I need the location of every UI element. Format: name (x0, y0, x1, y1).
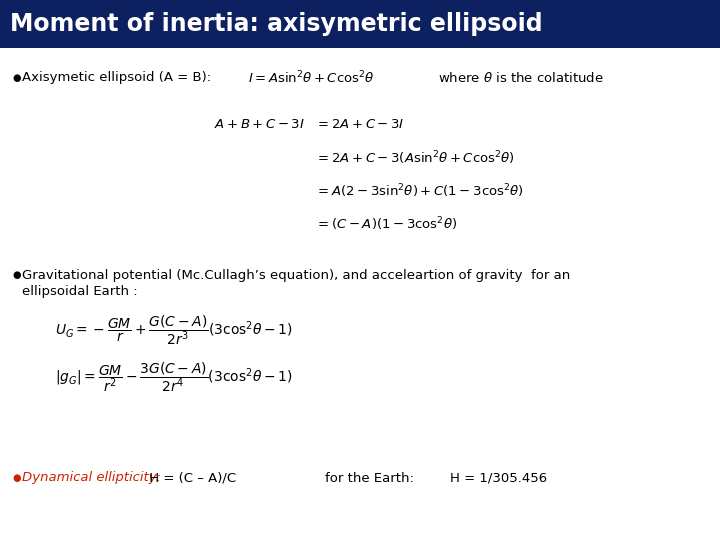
Text: ●: ● (12, 473, 20, 483)
Text: $I = A\sin^2\!\theta + C\cos^2\!\theta$: $I = A\sin^2\!\theta + C\cos^2\!\theta$ (248, 70, 374, 86)
Text: $|g_G| = \dfrac{GM}{r^2} - \dfrac{3G(C-A)}{2r^4}(3\cos^2\!\theta - 1)$: $|g_G| = \dfrac{GM}{r^2} - \dfrac{3G(C-A… (55, 360, 293, 394)
Text: $U_G = -\dfrac{GM}{r} + \dfrac{G(C-A)}{2r^3}(3\cos^2\!\theta - 1)$: $U_G = -\dfrac{GM}{r} + \dfrac{G(C-A)}{2… (55, 313, 293, 347)
Text: $A + B + C - 3I$: $A + B + C - 3I$ (214, 118, 305, 132)
Text: ●: ● (12, 270, 20, 280)
Text: for the Earth:: for the Earth: (325, 471, 414, 484)
Text: $= A(2 - 3\sin^2\!\theta) + C(1 - 3\cos^2\!\theta)$: $= A(2 - 3\sin^2\!\theta) + C(1 - 3\cos^… (315, 182, 524, 200)
Text: Dynamical ellipticity:: Dynamical ellipticity: (22, 471, 161, 484)
Text: where $\theta$ is the colatitude: where $\theta$ is the colatitude (438, 71, 604, 85)
Text: H = (C – A)/C: H = (C – A)/C (145, 471, 236, 484)
FancyBboxPatch shape (0, 0, 720, 48)
Text: $= (C - A)(1 - 3\cos^2\!\theta)$: $= (C - A)(1 - 3\cos^2\!\theta)$ (315, 215, 457, 233)
Text: $= 2A + C - 3I$: $= 2A + C - 3I$ (315, 118, 405, 132)
Text: $= 2A + C - 3(A\sin^2\!\theta + C\cos^2\!\theta)$: $= 2A + C - 3(A\sin^2\!\theta + C\cos^2\… (315, 149, 515, 167)
Text: H = 1/305.456: H = 1/305.456 (450, 471, 547, 484)
Text: ●: ● (12, 73, 20, 83)
Text: ellipsoidal Earth :: ellipsoidal Earth : (22, 286, 138, 299)
Text: Gravitational potential (Mc.Cullagh’s equation), and acceleartion of gravity  fo: Gravitational potential (Mc.Cullagh’s eq… (22, 268, 570, 281)
Text: Axisymetic ellipsoid (A = B):: Axisymetic ellipsoid (A = B): (22, 71, 211, 84)
Text: Moment of inertia: axisymetric ellipsoid: Moment of inertia: axisymetric ellipsoid (10, 12, 543, 36)
